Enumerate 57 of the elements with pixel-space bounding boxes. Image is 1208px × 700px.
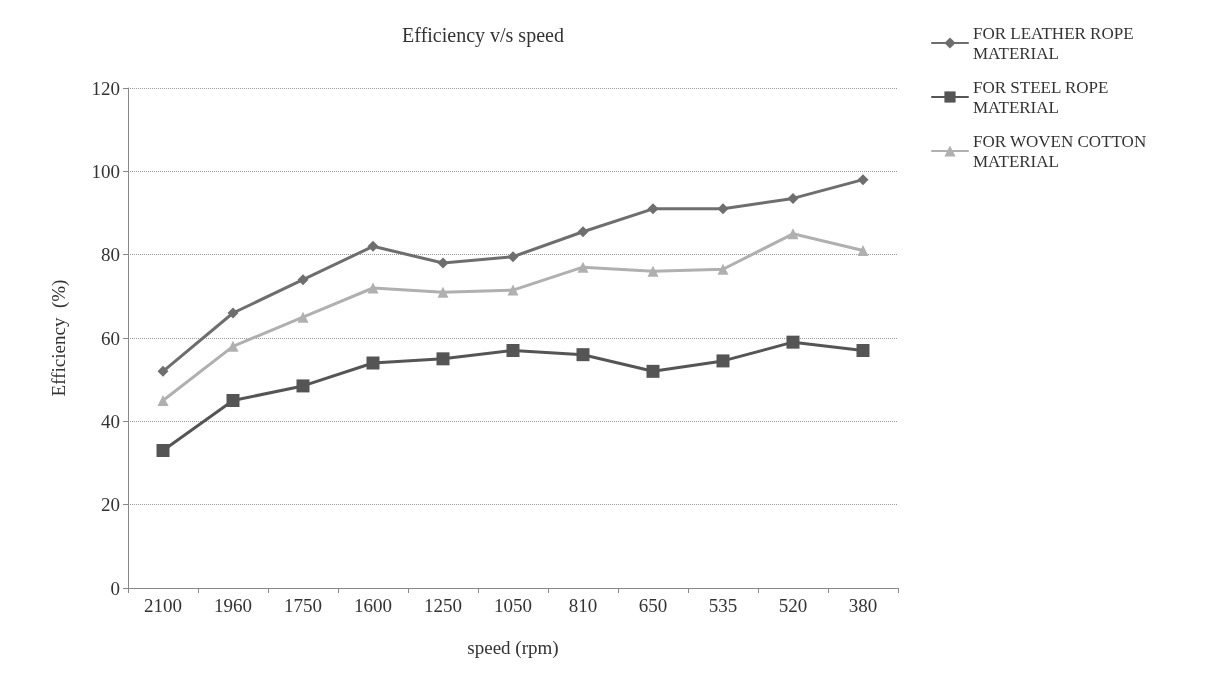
y-tick-label: 40 — [101, 410, 120, 432]
x-tick-label: 535 — [708, 595, 738, 616]
point — [787, 228, 799, 240]
point — [786, 335, 800, 349]
chart-title: Efficiency v/s speed — [402, 24, 564, 47]
point — [297, 311, 309, 323]
x-tick-label: 520 — [778, 595, 808, 616]
point — [576, 348, 590, 362]
legend-label: FOR STEEL ROPE MATERIAL — [973, 77, 1113, 117]
point — [227, 307, 239, 319]
point — [647, 203, 659, 215]
point — [507, 251, 519, 263]
x-tick-label: 1250 — [424, 595, 462, 616]
y-tick-label: 80 — [101, 244, 120, 266]
point — [157, 395, 169, 406]
point — [507, 284, 519, 296]
point — [856, 344, 870, 357]
x-tick-label: 1600 — [354, 595, 392, 616]
point — [297, 274, 309, 286]
point — [227, 340, 239, 352]
point — [857, 245, 869, 256]
point — [577, 226, 589, 238]
y-tick-label: 120 — [91, 77, 120, 99]
point — [437, 257, 449, 269]
x-tick-label: 1050 — [494, 595, 532, 616]
point — [367, 282, 379, 294]
x-axis-title: speed (rpm) — [467, 637, 559, 659]
y-axis-title: Efficiency (%) — [48, 279, 70, 397]
x-tick-label: 380 — [848, 595, 878, 616]
point — [506, 344, 520, 357]
y-tick-label: 60 — [101, 327, 120, 349]
point — [716, 354, 730, 368]
point — [296, 379, 310, 393]
point — [717, 203, 729, 215]
point — [646, 364, 660, 378]
point — [647, 265, 659, 277]
point — [367, 240, 379, 252]
point — [577, 261, 589, 273]
point — [436, 352, 450, 366]
x-tick-label: 1750 — [284, 595, 322, 616]
x-tick-label: 2100 — [144, 595, 182, 616]
point — [717, 263, 729, 275]
legend-label: FOR WOVEN COTTON MATERIAL — [973, 131, 1151, 171]
point — [366, 356, 380, 370]
y-tick-label: 0 — [110, 577, 120, 599]
point — [156, 444, 170, 457]
x-tick-label: 810 — [568, 595, 598, 616]
x-tick-label: 650 — [638, 595, 668, 616]
legend-label: FOR LEATHER ROPE MATERIAL — [973, 23, 1138, 63]
x-tick-label: 1960 — [214, 595, 252, 616]
point — [226, 394, 240, 407]
point — [787, 192, 799, 204]
point — [437, 286, 449, 298]
point — [157, 365, 169, 377]
y-tick-label: 100 — [91, 160, 120, 182]
y-tick-label: 20 — [101, 494, 120, 516]
point — [857, 174, 869, 186]
